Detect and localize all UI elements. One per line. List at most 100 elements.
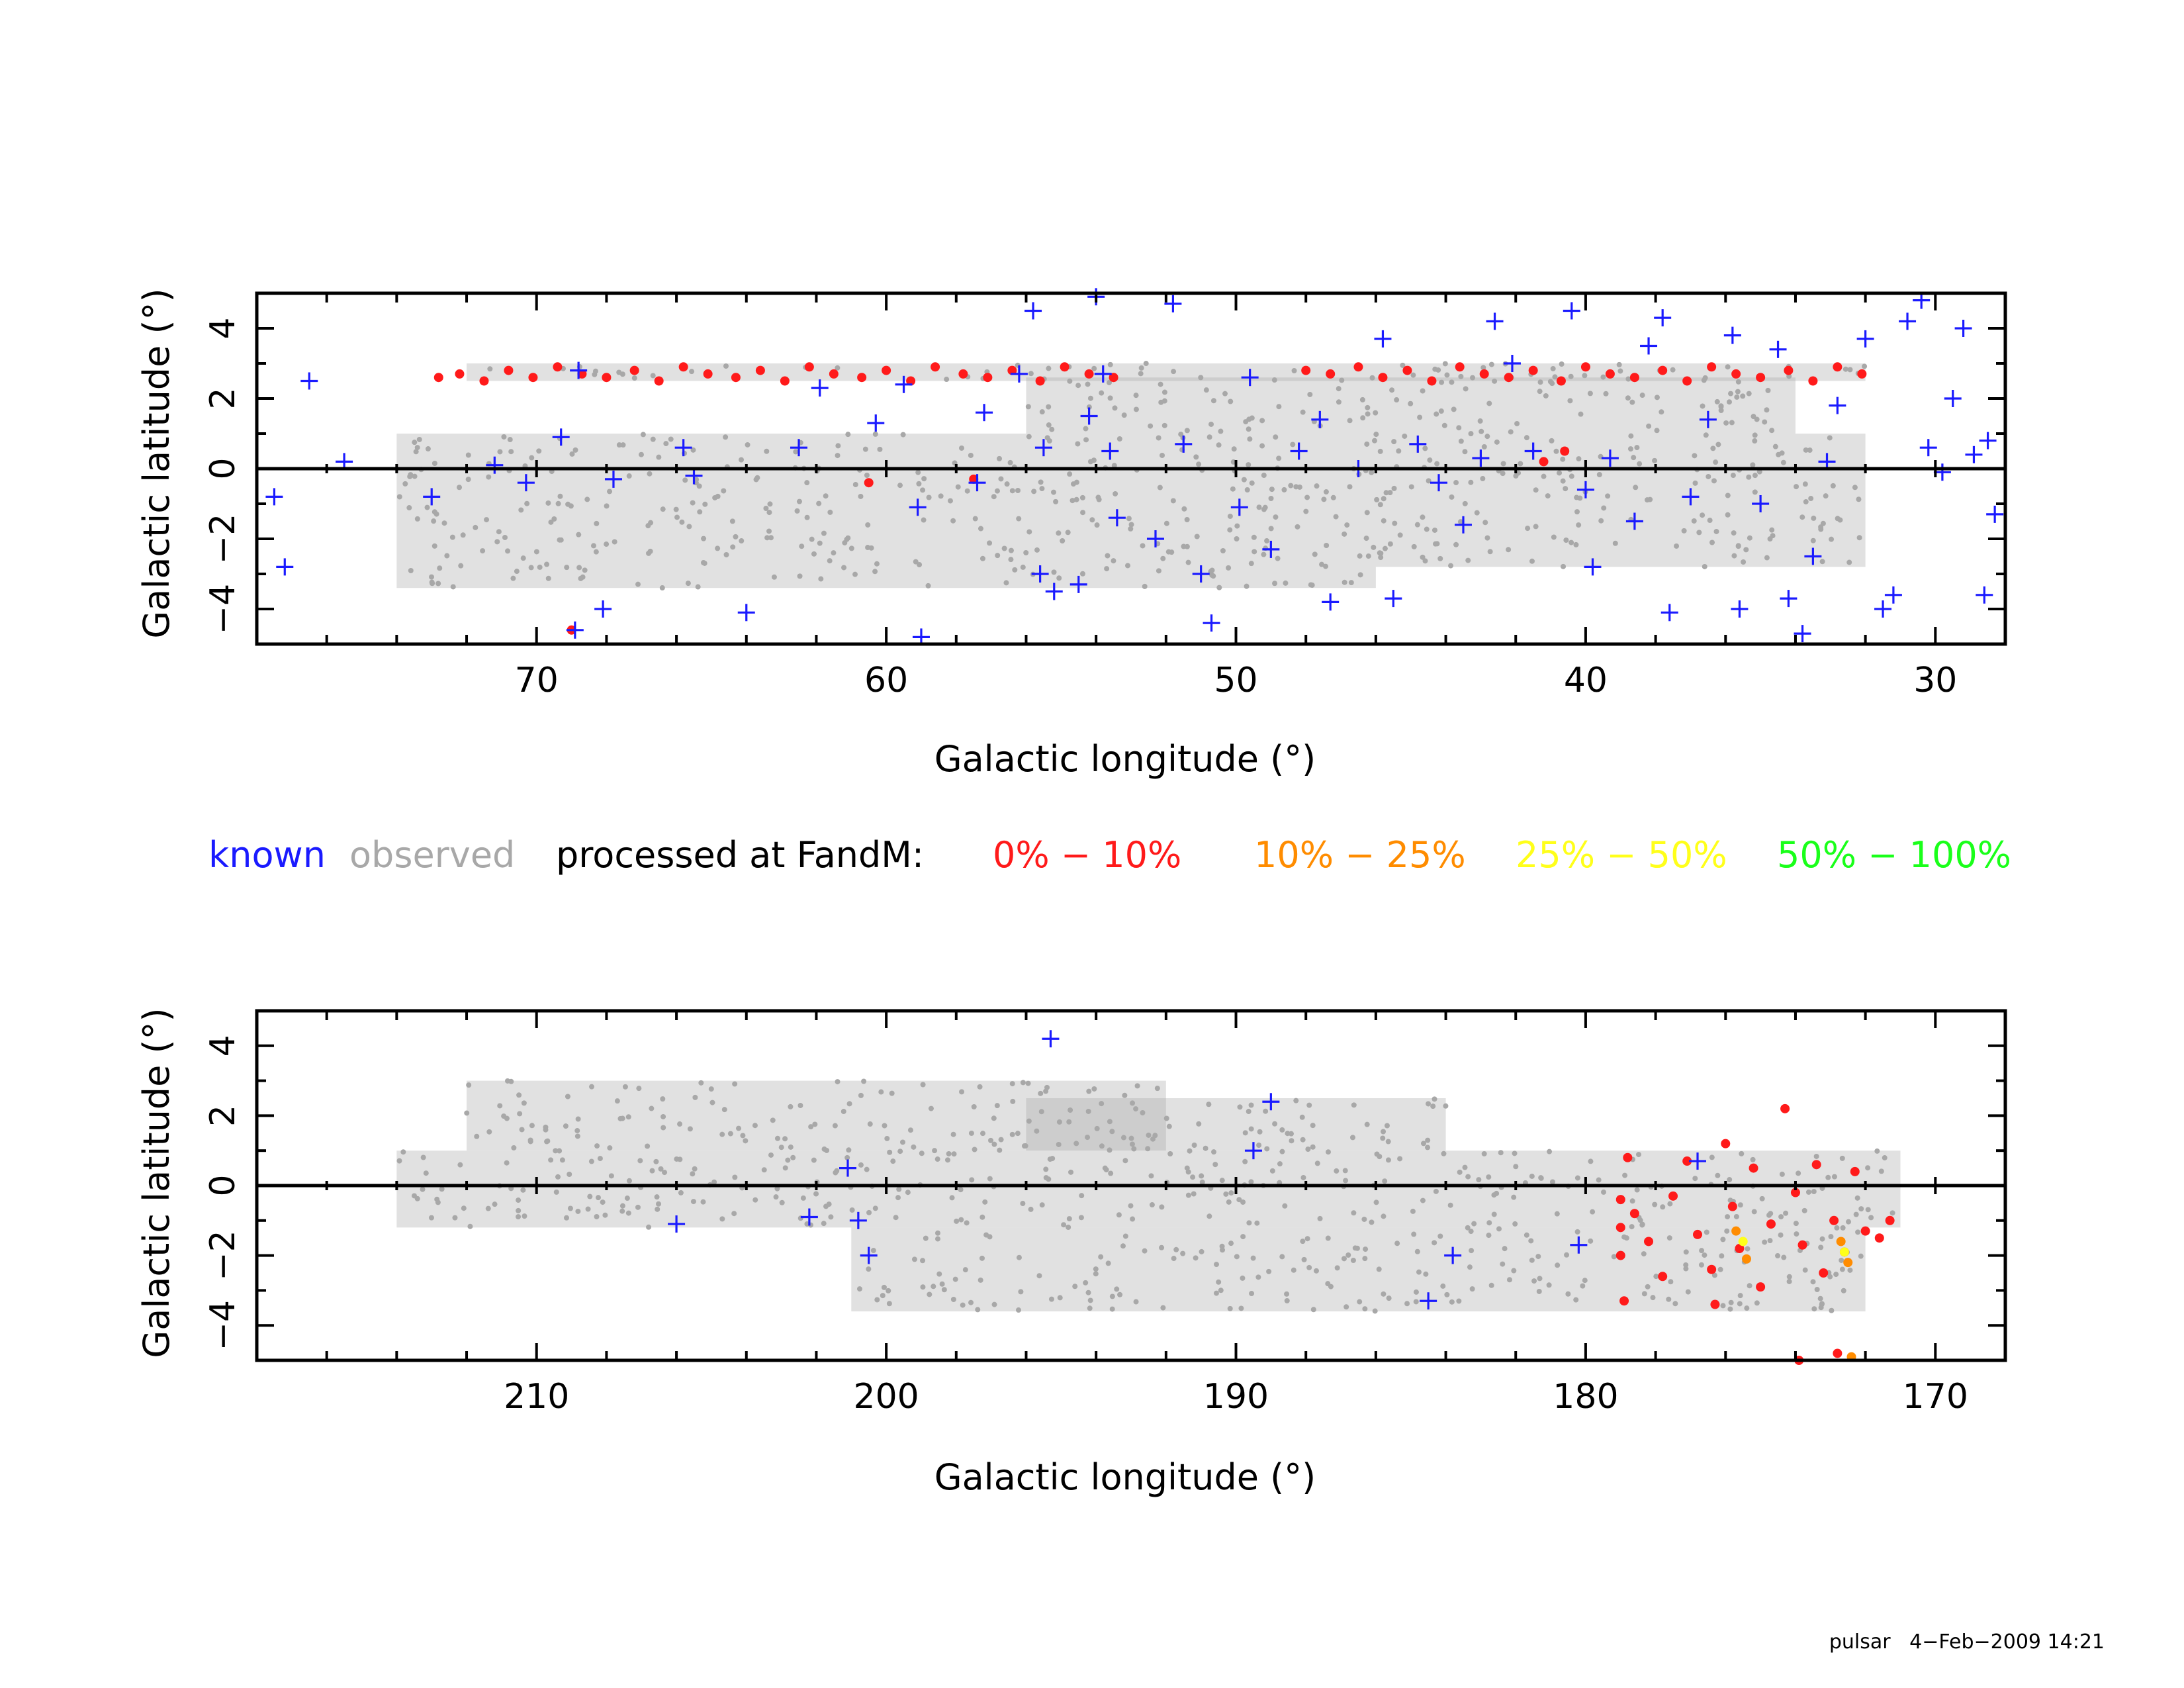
known-pulsar-marker [1654,309,1672,327]
observed-beam [1737,1293,1743,1299]
observed-beam [1772,444,1778,449]
processed-point [1731,1226,1741,1236]
observed-beam [1249,1291,1255,1297]
observed-beam [620,442,626,448]
observed-beam [936,1271,942,1277]
known-pulsar-marker [1010,365,1028,383]
observed-region [851,1227,1866,1312]
observed-beam [1343,1304,1349,1310]
observed-beam [1148,1173,1154,1179]
observed-beam [778,1145,784,1150]
observed-beam [1271,377,1277,383]
observed-beam [835,365,841,371]
observed-beam [938,493,944,499]
observed-beam [1629,1224,1635,1230]
observed-beam [723,434,729,440]
observed-beam [959,1089,965,1095]
observed-beam [1764,555,1770,561]
observed-beam [1413,1299,1419,1305]
observed-beam [1471,1221,1477,1227]
observed-beam [1714,399,1720,404]
observed-beam [1069,498,1075,504]
observed-beam [524,500,530,506]
known-pulsar-marker [1682,488,1700,506]
observed-beam [1374,496,1380,502]
processed-point [731,373,741,383]
processed-point [1109,373,1118,383]
observed-beam [832,1123,838,1129]
observed-beam [1351,1102,1357,1108]
observed-beam [1056,575,1062,581]
observed-beam [1596,472,1602,478]
observed-beam [1512,1150,1518,1156]
observed-beam [1218,1288,1224,1293]
y-tick-label: −4 [203,1300,243,1351]
processed-point [1707,1264,1717,1274]
observed-beam [1093,1266,1099,1272]
observed-beam [1169,549,1175,555]
observed-beam [678,1190,684,1196]
observed-beam [1529,1257,1535,1263]
observed-beam [1276,404,1282,410]
observed-beam [1347,484,1353,490]
observed-beam [655,1206,660,1212]
observed-beam [496,529,502,535]
observed-beam [1061,1222,1067,1228]
observed-beam [1004,481,1010,487]
known-pulsar-marker [1752,495,1770,512]
observed-beam [1161,389,1167,395]
observed-beam [730,544,736,550]
observed-beam [977,1084,983,1090]
observed-beam [656,454,662,460]
observed-beam [1015,487,1021,493]
observed-beam [1020,1201,1026,1207]
processed-point [455,369,465,379]
observed-beam [1178,432,1184,438]
observed-beam [1382,1178,1388,1184]
known-pulsar-marker [1829,397,1846,414]
observed-beam [1491,1192,1497,1198]
observed-beam [580,574,586,580]
observed-beam [504,1160,510,1166]
observed-beam [1363,1246,1369,1252]
observed-beam [998,476,1004,482]
observed-beam [946,1150,952,1156]
observed-beam [1752,432,1758,438]
observed-beam [414,1196,420,1201]
observed-beam [516,1092,522,1098]
known-pulsar-marker [1661,604,1678,622]
observed-beam [1535,1254,1541,1260]
observed-beam [1282,1203,1288,1209]
observed-beam [1008,557,1014,563]
observed-beam [457,1162,463,1168]
observed-beam [1709,1154,1715,1160]
observed-beam [660,1096,666,1102]
observed-beam [951,1151,957,1157]
observed-beam [1564,1252,1570,1258]
observed-beam [1432,527,1437,533]
observed-beam [1878,1168,1884,1174]
observed-beam [987,540,993,546]
observed-beam [1210,573,1216,579]
processed-point [804,362,814,372]
observed-beam [1099,390,1105,396]
observed-beam [978,526,983,532]
observed-beam [1829,536,1835,542]
observed-beam [1512,1221,1518,1227]
observed-beam [1216,585,1222,590]
observed-beam [926,494,932,500]
observed-beam [1394,397,1400,403]
observed-beam [660,1113,666,1119]
observed-beam [653,1158,659,1164]
observed-beam [1160,1305,1166,1311]
observed-beam [1467,1264,1473,1270]
top-x-axis-label: Galactic longitude (°) [934,738,1316,780]
x-tick-label: 40 [1564,661,1608,700]
observed-beam [607,489,613,494]
observed-beam [647,471,653,477]
processed-point [1455,362,1465,372]
observed-beam [893,1215,899,1221]
observed-beam [1020,564,1026,570]
observed-beam [882,1123,887,1129]
processed-point [931,362,940,372]
